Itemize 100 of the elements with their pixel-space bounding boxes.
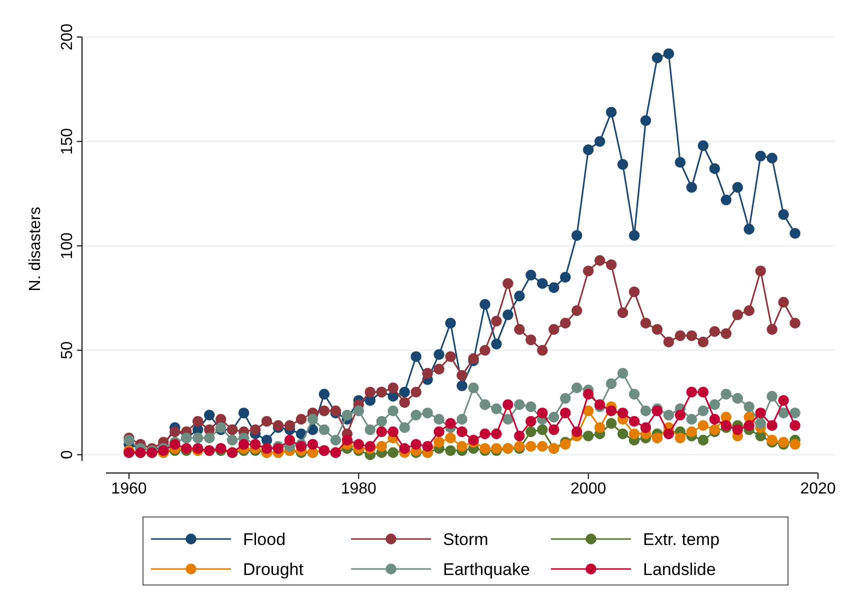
point	[628, 388, 640, 400]
point	[594, 255, 606, 266]
point	[698, 386, 709, 398]
point	[548, 282, 560, 293]
point	[422, 408, 433, 418]
point	[330, 434, 342, 446]
point	[480, 344, 490, 356]
point	[674, 330, 686, 342]
point	[456, 370, 468, 381]
point	[480, 428, 490, 440]
point	[388, 447, 398, 458]
point	[480, 399, 490, 410]
point	[238, 438, 250, 450]
point	[526, 270, 536, 280]
point	[250, 424, 261, 436]
point	[410, 438, 422, 450]
point	[686, 426, 698, 438]
point	[674, 156, 686, 168]
point	[284, 434, 296, 446]
point	[445, 445, 456, 456]
point	[548, 324, 560, 335]
point	[628, 428, 640, 440]
point	[652, 406, 663, 416]
point	[698, 434, 709, 446]
point	[606, 418, 617, 429]
point	[468, 353, 479, 364]
point	[652, 324, 663, 335]
point	[434, 436, 444, 448]
point	[548, 412, 560, 422]
point	[192, 432, 204, 444]
x-tick-label: 1980	[340, 480, 377, 498]
point	[778, 209, 789, 220]
point	[376, 441, 387, 452]
point	[766, 390, 778, 402]
point	[491, 428, 502, 440]
point	[537, 441, 548, 452]
point	[388, 426, 398, 438]
point	[514, 399, 525, 410]
point	[318, 388, 330, 400]
point	[445, 351, 456, 362]
point	[766, 420, 778, 431]
point	[491, 338, 502, 350]
point	[640, 406, 652, 416]
point	[755, 408, 766, 418]
point	[755, 266, 766, 276]
point	[709, 326, 720, 337]
point	[628, 230, 640, 241]
y-tick-label: 150	[59, 128, 76, 155]
point	[434, 426, 444, 438]
point	[480, 299, 490, 310]
point	[318, 424, 330, 436]
point	[755, 418, 766, 429]
legend-label: Flood	[243, 530, 286, 549]
point	[766, 152, 778, 164]
point	[353, 406, 364, 416]
point	[548, 424, 560, 436]
point	[698, 406, 709, 416]
point	[502, 309, 514, 320]
point	[582, 430, 594, 442]
point	[376, 426, 387, 438]
point	[766, 434, 778, 446]
point	[790, 408, 800, 418]
point	[456, 380, 468, 392]
point	[755, 150, 766, 162]
point	[422, 441, 433, 452]
point	[606, 406, 617, 416]
point	[698, 336, 709, 348]
point	[456, 414, 468, 425]
point	[422, 368, 433, 379]
point	[560, 318, 571, 328]
point	[732, 393, 743, 404]
point	[744, 224, 754, 234]
point	[388, 406, 398, 416]
point	[617, 368, 628, 379]
point	[744, 305, 754, 316]
point	[606, 106, 617, 118]
point	[204, 432, 215, 444]
point	[502, 278, 514, 289]
point	[307, 438, 318, 450]
point	[778, 296, 789, 308]
point	[364, 424, 376, 436]
point	[261, 416, 272, 427]
point	[686, 386, 698, 398]
y-axis-title: N. disasters	[27, 206, 44, 292]
point	[778, 395, 789, 406]
point	[526, 426, 536, 438]
point	[594, 136, 606, 147]
point	[778, 408, 789, 418]
legend-label: Drought	[243, 560, 304, 579]
point	[342, 410, 353, 420]
point	[434, 349, 444, 360]
point	[342, 434, 353, 446]
point	[663, 48, 674, 60]
point	[445, 432, 456, 444]
point	[399, 397, 410, 408]
point	[537, 408, 548, 418]
point	[594, 399, 606, 410]
point	[204, 410, 215, 420]
point	[537, 278, 548, 289]
point	[617, 159, 628, 170]
